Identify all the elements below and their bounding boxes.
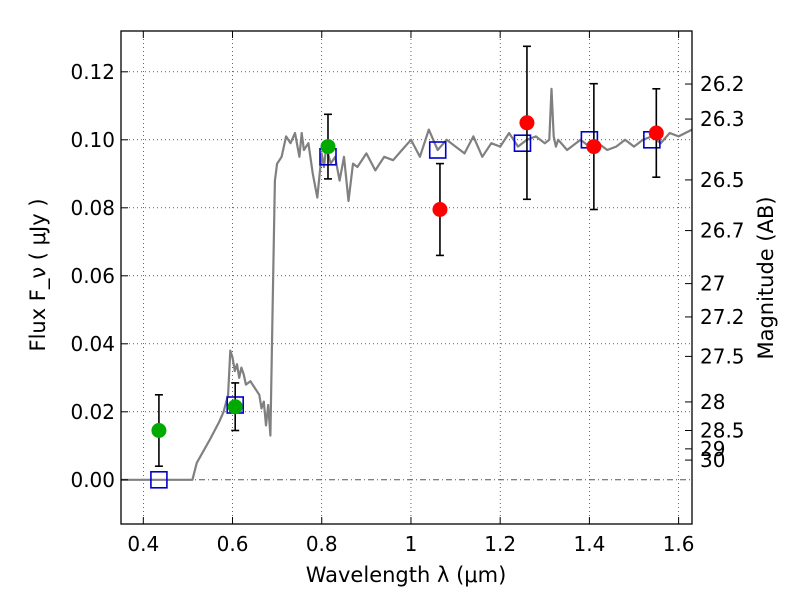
magnitude-tick-label: 29 xyxy=(700,437,725,461)
y-tick-label: 0.12 xyxy=(70,60,115,84)
y-axis-label-right: Magnitude (AB) xyxy=(754,196,778,359)
observed-nir-point xyxy=(432,202,448,217)
x-tick-labels: 0.4 0.6 0.8 1 1.2 1.4 1.6 xyxy=(127,532,694,556)
x-tick-label: 1 xyxy=(405,532,418,556)
spectrum-line xyxy=(121,87,693,481)
photometry-points xyxy=(150,45,664,489)
model-photometry-square xyxy=(428,141,447,159)
magnitude-tick-label: 27.5 xyxy=(700,344,745,368)
x-axis-label: Wavelength λ (μm) xyxy=(306,563,507,587)
x-tick-label: 0.6 xyxy=(217,532,249,556)
magnitude-tick-label: 28 xyxy=(700,390,725,414)
x-tick-label: 0.4 xyxy=(127,532,159,556)
magnitude-tick-label: 27.2 xyxy=(700,305,745,329)
x-tick-label: 1.6 xyxy=(663,532,695,556)
observed-optical-point xyxy=(320,139,336,155)
magnitude-tick-label: 26.2 xyxy=(700,72,745,96)
axis-ticks xyxy=(121,31,692,524)
observed-nir-point xyxy=(648,125,664,141)
y-tick-label: 0.02 xyxy=(70,400,115,424)
y-tick-label: 0.10 xyxy=(70,128,115,152)
magnitude-tick-label: 30 xyxy=(700,448,725,472)
observed-optical-point xyxy=(227,399,243,415)
y-tick-label: 0.04 xyxy=(70,332,115,356)
plot-frame xyxy=(120,30,693,525)
model-photometry-square xyxy=(150,470,168,489)
x-tick-label: 1.2 xyxy=(484,532,516,556)
model-spectrum xyxy=(121,87,693,481)
y-tick-labels: 0.00 0.02 0.04 0.06 0.08 0.10 0.12 xyxy=(70,60,115,492)
observed-nir-point xyxy=(586,139,602,155)
x-tick-label: 1.4 xyxy=(573,532,605,556)
magnitude-tick-label: 26.5 xyxy=(700,168,745,192)
x-tick-label: 0.8 xyxy=(306,532,338,556)
y-tick-label: 0.06 xyxy=(70,264,115,288)
y-tick-label: 0.08 xyxy=(70,196,115,220)
y-axis-label: Flux F_ν ( μJy ) xyxy=(26,198,51,351)
observed-nir-point xyxy=(519,115,535,131)
observed-optical-point xyxy=(151,423,167,438)
magnitude-tick-label: 27 xyxy=(700,272,725,296)
magnitude-tick-label: 26.3 xyxy=(700,107,745,131)
grid xyxy=(121,31,692,524)
magnitude-tick-label: 26.7 xyxy=(700,219,745,243)
magnitude-tick-label: 28.5 xyxy=(700,419,745,443)
model-photometry-square xyxy=(513,134,532,152)
y-tick-label: 0.00 xyxy=(70,468,115,492)
